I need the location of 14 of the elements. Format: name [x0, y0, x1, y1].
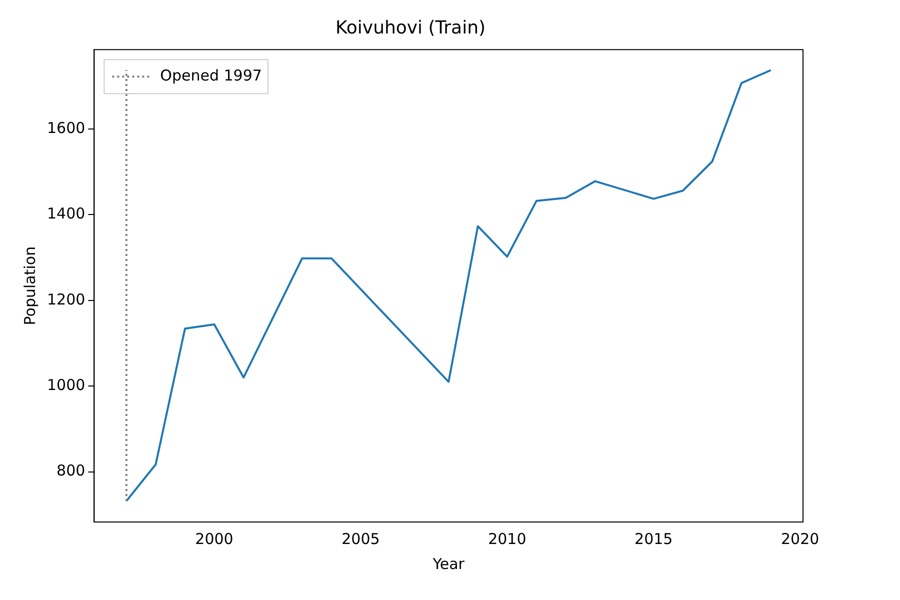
y-tick-label: 1200	[46, 290, 86, 308]
x-tick-label: 2005	[342, 530, 380, 548]
y-tick-label: 800	[56, 462, 86, 480]
x-tick-label: 2020	[780, 530, 820, 548]
x-tick-label: 2010	[488, 530, 526, 548]
y-tick-label: 1400	[46, 204, 86, 223]
x-tick-label: 2015	[634, 530, 673, 548]
x-tick-label: 2000	[195, 530, 234, 548]
y-tick-label: 1600	[46, 118, 86, 137]
y-axis-title: Population	[20, 246, 39, 326]
chart-title: Koivuhovi (Train)	[335, 17, 486, 38]
ref-line-label: Opened 1997	[160, 66, 262, 84]
y-tick-label: 1000	[46, 376, 86, 394]
x-axis-title: Year	[432, 554, 466, 573]
